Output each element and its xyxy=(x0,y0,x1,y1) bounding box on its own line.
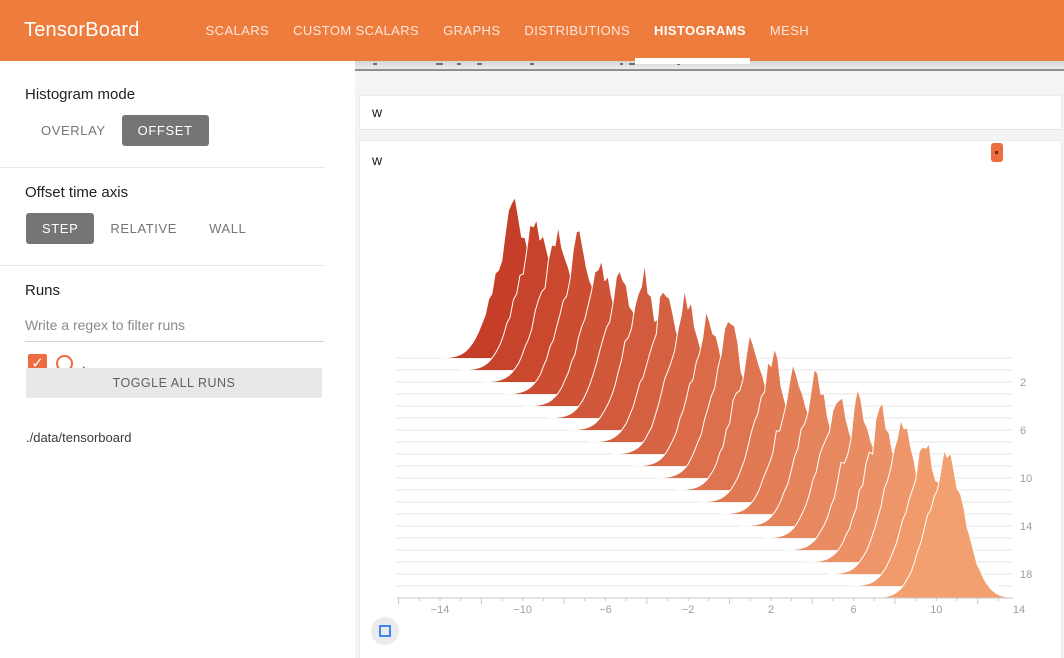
histogram-mode-option-offset[interactable]: OFFSET xyxy=(121,115,209,146)
clipped-text-fragment xyxy=(457,63,461,65)
step-axis-tick-label: 6 xyxy=(1020,425,1026,437)
clipped-text-fragment xyxy=(436,63,443,65)
step-axis-tick-label: 2 xyxy=(1020,377,1026,389)
app-title: TensorBoard xyxy=(24,19,140,41)
fullscreen-button[interactable] xyxy=(371,617,399,645)
histogram-ridge-step-14[interactable] xyxy=(741,369,891,526)
fullscreen-icon xyxy=(379,625,391,637)
histogram-ridge-step-16[interactable] xyxy=(784,388,934,550)
category-title: w xyxy=(372,104,383,120)
histogram-ridge-step-7[interactable] xyxy=(590,291,739,442)
x-axis-tick-label: 2 xyxy=(768,604,774,616)
tab-scalars[interactable]: SCALARS xyxy=(205,23,270,38)
histogram-ridge-step-5[interactable] xyxy=(546,270,696,418)
checkmark-icon: ✓ xyxy=(31,355,44,372)
histogram-mode-options: OVERLAY OFFSET xyxy=(25,115,355,146)
clipped-text-fragment xyxy=(373,63,377,65)
histogram-ridge-step-6[interactable] xyxy=(568,263,718,430)
clipped-text-fragment xyxy=(677,63,680,65)
offset-time-axis-option-wall[interactable]: WALL xyxy=(209,221,247,236)
histogram-ridge-step-12[interactable] xyxy=(698,348,848,502)
runs-heading: Runs xyxy=(25,282,61,299)
x-axis-tick-label: 10 xyxy=(930,604,942,616)
app-header: TensorBoard SCALARS CUSTOM SCALARS GRAPHS D… xyxy=(0,0,1064,61)
x-axis-tick-label: 14 xyxy=(1013,604,1025,616)
offset-time-axis-option-relative[interactable]: RELATIVE xyxy=(110,221,178,236)
histogram-ridge-step-3[interactable] xyxy=(503,230,653,394)
tab-histograms[interactable]: HISTOGRAMS xyxy=(654,23,746,38)
histogram-ridge-step-8[interactable] xyxy=(611,289,761,454)
histogram-ridge-step-4[interactable] xyxy=(525,260,675,406)
main-content: w w −14 −10 −6 −2 2 6 10 14 2 6 10 14 18 xyxy=(355,71,1064,658)
offset-time-axis-options: STEP RELATIVE WALL xyxy=(26,213,355,244)
tab-custom-scalars[interactable]: CUSTOM SCALARS xyxy=(293,23,420,38)
chart-title: w xyxy=(372,152,383,168)
histogram-mode-option-overlay[interactable]: OVERLAY xyxy=(41,123,106,138)
tab-distributions[interactable]: DISTRIBUTIONS xyxy=(524,23,631,38)
histogram-ridge-step-2[interactable] xyxy=(482,226,632,382)
nav-tabs: SCALARS CUSTOM SCALARS GRAPHS DISTRIBUTIONS… xyxy=(194,0,821,61)
tab-mesh[interactable]: MESH xyxy=(769,23,810,38)
clipped-text-fragment xyxy=(477,63,482,65)
active-tab-indicator xyxy=(635,58,750,64)
step-axis-tick-label: 14 xyxy=(1020,521,1032,533)
histogram-ridge-step-18[interactable] xyxy=(828,420,977,574)
run-chip-icon[interactable] xyxy=(991,143,1003,162)
tab-graphs[interactable]: GRAPHS xyxy=(443,23,501,38)
histogram-ridge-step-17[interactable] xyxy=(806,403,956,562)
histogram-ridge-step-13[interactable] xyxy=(720,364,869,514)
divider xyxy=(0,167,325,168)
clipped-text-fragment xyxy=(530,63,534,65)
x-axis-tick-label: −14 xyxy=(431,604,450,616)
sidebar: Histogram mode OVERLAY OFFSET Offset time… xyxy=(0,61,355,658)
histogram-ridge-step-11[interactable] xyxy=(676,334,826,490)
histogram-ridge-step-1[interactable] xyxy=(460,219,610,370)
clipped-toolbar-row xyxy=(355,61,1064,71)
runs-filter-input[interactable] xyxy=(25,313,324,342)
histogram-ridge-step-20[interactable] xyxy=(871,450,1021,598)
run-chip-dot xyxy=(995,151,998,154)
histogram-ridge-step-9[interactable] xyxy=(633,311,783,466)
histogram-ridge-step-10[interactable] xyxy=(655,321,804,478)
x-axis-tick-label: 6 xyxy=(851,604,857,616)
histogram-ridge-step-15[interactable] xyxy=(763,398,913,538)
histogram-ridge-step-19[interactable] xyxy=(849,443,999,586)
x-axis-tick-label: −2 xyxy=(682,604,695,616)
toggle-all-runs-button[interactable]: TOGGLE ALL RUNS xyxy=(26,368,322,398)
category-header-row[interactable]: w xyxy=(359,95,1062,130)
x-axis-tick-label: −6 xyxy=(599,604,612,616)
clipped-text-fragment xyxy=(620,63,623,65)
divider xyxy=(0,265,325,266)
histogram-ridgeline-chart[interactable]: −14 −10 −6 −2 2 6 10 14 2 6 10 14 18 xyxy=(360,141,1063,658)
step-axis-tick-label: 10 xyxy=(1020,473,1032,485)
histogram-ridge-step-0[interactable] xyxy=(439,197,588,358)
x-axis-tick-label: −10 xyxy=(513,604,532,616)
clipped-text-fragment xyxy=(629,63,635,65)
histogram-card: w −14 −10 −6 −2 2 6 10 14 2 6 10 14 18 xyxy=(359,140,1062,658)
histogram-mode-heading: Histogram mode xyxy=(25,86,136,103)
run-name-label: . xyxy=(82,356,86,371)
step-axis-tick-label: 18 xyxy=(1020,569,1032,581)
data-location-label: ./data/tensorboard xyxy=(26,430,132,445)
offset-time-axis-option-step[interactable]: STEP xyxy=(26,213,95,244)
offset-time-axis-heading: Offset time axis xyxy=(25,184,129,201)
histogram-ridge-outline xyxy=(871,449,1021,599)
